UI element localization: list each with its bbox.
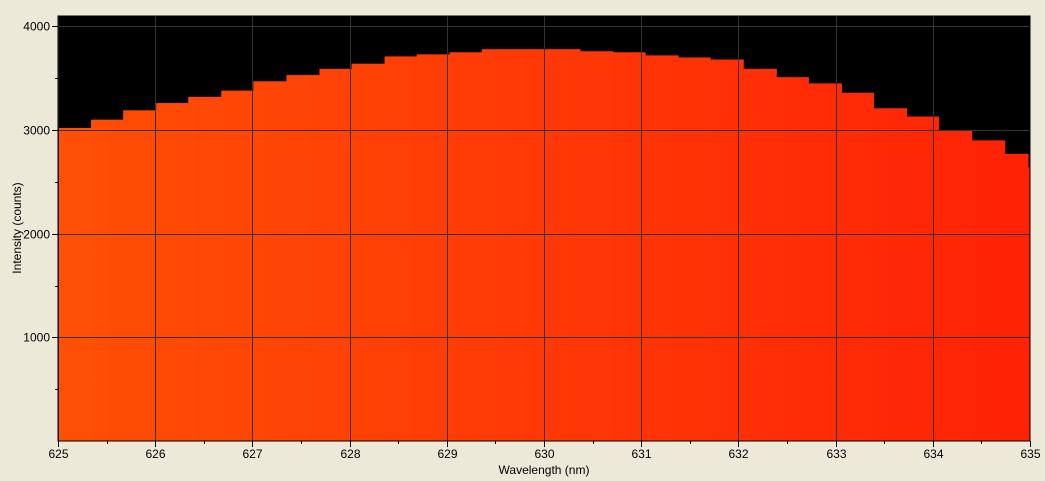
y-tick-label-1: 2000 (23, 228, 50, 242)
bar-15 (547, 49, 581, 441)
x-tick-label-7: 632 (728, 447, 748, 461)
bar-14 (514, 49, 549, 441)
bar-5 (221, 90, 254, 441)
grid-layer (58, 16, 1030, 441)
x-tick-label-3: 628 (340, 447, 360, 461)
bar-19 (678, 57, 711, 441)
y-tick-label-2: 3000 (23, 124, 50, 138)
bar-2 (123, 110, 157, 441)
x-axis: 625 626 627 628 629 630 631 632 633 634 635 (48, 441, 1041, 461)
x-tick-label-9: 634 (923, 447, 943, 461)
x-tick-label-8: 633 (826, 447, 846, 461)
bar-6 (253, 81, 287, 441)
bar-13 (481, 49, 516, 441)
bar-16 (579, 51, 614, 441)
x-tick-label-0: 625 (48, 447, 68, 461)
bar-26 (906, 116, 940, 441)
bar-17 (613, 52, 646, 441)
bar-4 (188, 96, 222, 441)
x-tick-label-10: 635 (1020, 447, 1040, 461)
bar-7 (286, 75, 320, 441)
bar-18 (645, 55, 679, 441)
bar-28 (971, 140, 1006, 441)
bar-11 (416, 54, 451, 441)
x-axis-title: Wavelength (nm) (499, 463, 590, 477)
x-tick-label-2: 627 (242, 447, 262, 461)
x-tick-label-1: 626 (145, 447, 165, 461)
bar-9 (351, 63, 386, 441)
bar-21 (743, 68, 777, 441)
y-tick-label-0: 1000 (23, 331, 50, 345)
y-axis: 1000 2000 3000 4000 (23, 20, 58, 390)
bar-8 (319, 68, 353, 441)
x-tick-label-6: 631 (631, 447, 651, 461)
bar-12 (449, 52, 483, 441)
bar-22 (776, 77, 809, 441)
bar-27 (938, 130, 973, 441)
x-tick-label-4: 629 (437, 447, 457, 461)
x-tick-label-5: 630 (534, 447, 554, 461)
bar-24 (841, 92, 875, 441)
bar-1 (91, 119, 124, 441)
bar-29 (1004, 153, 1029, 441)
y-axis-title: Intensity (counts) (10, 182, 24, 273)
y-tick-label-3: 4000 (23, 20, 50, 34)
bar-10 (384, 56, 418, 441)
bar-3 (156, 103, 189, 441)
bar-25 (873, 108, 908, 441)
bar-30 (1028, 167, 1030, 441)
bar-0 (58, 127, 92, 441)
